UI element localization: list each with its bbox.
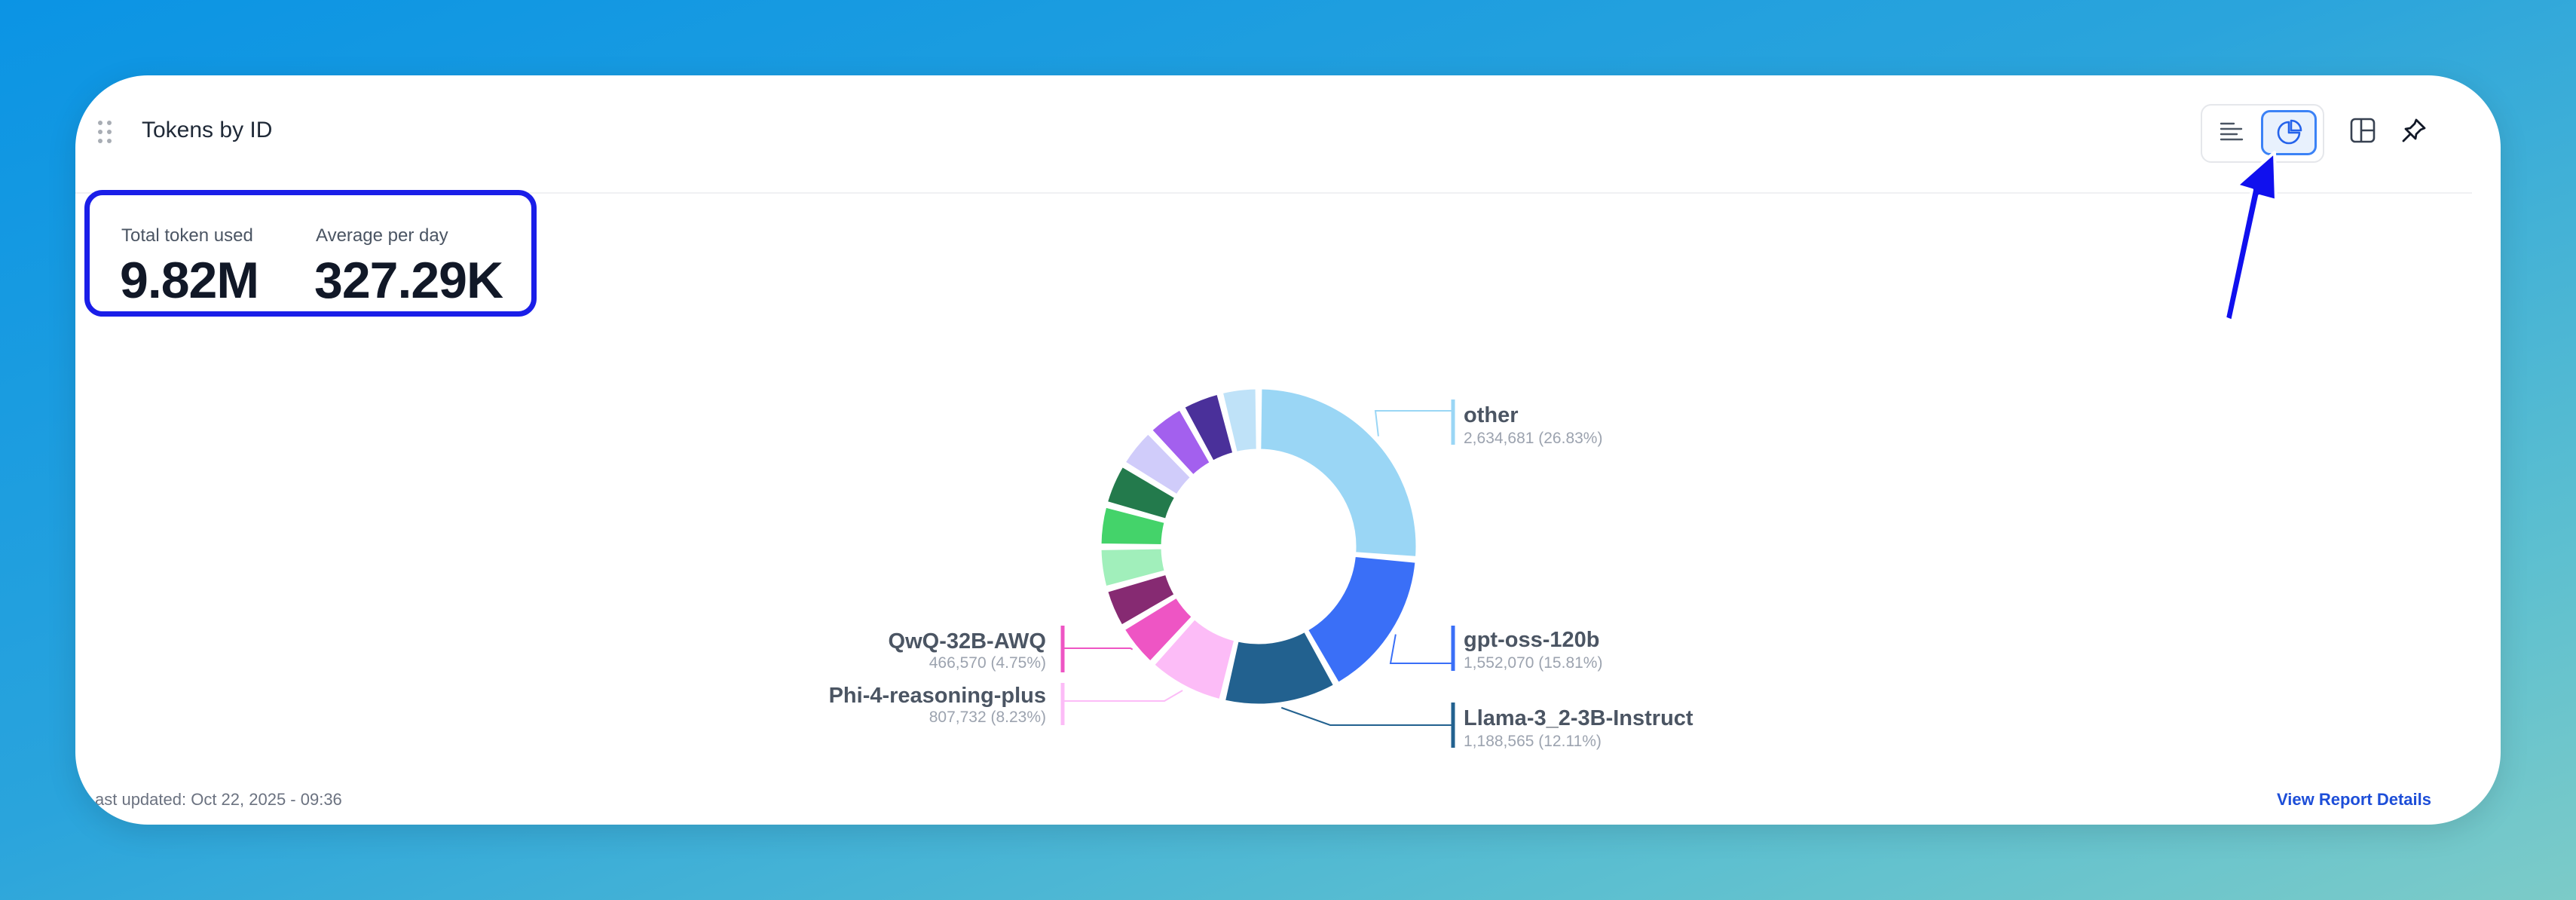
donut-slice-unlabeled-7[interactable] bbox=[1099, 505, 1167, 546]
donut-chart: other 2,634,681 (26.83%) gpt-oss-120b 1,552… bbox=[829, 387, 1693, 750]
callout-line bbox=[1374, 410, 1453, 436]
donut-slice-unlabeled-11[interactable] bbox=[1182, 392, 1235, 463]
callout-line bbox=[1389, 634, 1453, 664]
widget-header: Tokens by ID bbox=[75, 75, 2501, 193]
slice-value-label: 2,634,681 (26.83%) bbox=[1464, 430, 1602, 447]
header-divider bbox=[75, 192, 2472, 194]
layout-button[interactable] bbox=[2344, 112, 2382, 149]
slice-label: gpt-oss-120b bbox=[1464, 628, 1599, 652]
donut-slice-unlabeled-8[interactable] bbox=[1105, 464, 1177, 521]
slice-value-label: 1,188,565 (12.11%) bbox=[1464, 733, 1602, 750]
total-tokens-value: 9.82M bbox=[120, 252, 259, 309]
view-report-link[interactable]: View Report Details bbox=[2277, 790, 2431, 809]
donut-slice-unlabeled-10[interactable] bbox=[1150, 408, 1212, 477]
annotation-arrow bbox=[2223, 151, 2278, 323]
stats-box: Total token used 9.82M Average per day 3… bbox=[84, 190, 537, 317]
slice-value-label: 1,552,070 (15.81%) bbox=[1464, 654, 1602, 672]
view-toggle bbox=[2201, 104, 2324, 163]
average-per-day-label: Average per day bbox=[316, 225, 448, 246]
callout-line bbox=[1280, 706, 1453, 726]
slice-label: other bbox=[1464, 403, 1519, 427]
total-tokens-label: Total token used bbox=[121, 225, 253, 246]
pie-view-button[interactable] bbox=[2261, 110, 2317, 155]
pin-icon bbox=[2402, 118, 2426, 142]
slice-label: Phi-4-reasoning-plus bbox=[829, 684, 1046, 708]
layout-panel-icon bbox=[2350, 118, 2376, 143]
widget-title: Tokens by ID bbox=[142, 118, 273, 142]
slice-label: Llama-3_2-3B-Instruct bbox=[1464, 706, 1693, 730]
donut-slice-unlabeled-6[interactable] bbox=[1099, 546, 1167, 589]
callout-line bbox=[1063, 690, 1183, 702]
donut-slice-gpt-oss-120b[interactable] bbox=[1305, 554, 1418, 684]
last-updated-text: ast updated: Oct 22, 2025 - 09:36 bbox=[95, 790, 342, 809]
slice-label: QwQ-32B-AWQ bbox=[889, 629, 1046, 654]
list-view-icon bbox=[2220, 122, 2244, 141]
donut-slice-other[interactable] bbox=[1259, 387, 1418, 559]
pie-chart-icon bbox=[2277, 119, 2302, 145]
slice-value-label: 466,570 (4.75%) bbox=[929, 654, 1046, 672]
donut-slice-phi-4-reasoning-plus[interactable] bbox=[1152, 617, 1237, 702]
pin-button[interactable] bbox=[2395, 112, 2433, 149]
drag-handle-icon[interactable] bbox=[98, 121, 113, 143]
average-per-day-value: 327.29K bbox=[314, 252, 503, 309]
donut-slice-unlabeled-9[interactable] bbox=[1123, 432, 1193, 497]
donut-slice-llama-3-2-3b-instruct[interactable] bbox=[1222, 629, 1336, 706]
callout-line bbox=[1063, 647, 1134, 651]
donut-slice-unlabeled-5[interactable] bbox=[1106, 572, 1176, 627]
donut-slice-unlabeled-12[interactable] bbox=[1220, 387, 1259, 454]
tokens-widget-card: Tokens by ID bbox=[75, 75, 2501, 825]
donut-slice-qwq-32b-awq[interactable] bbox=[1122, 595, 1194, 663]
slice-value-label: 807,732 (8.23%) bbox=[929, 709, 1046, 726]
list-view-button[interactable] bbox=[2204, 110, 2259, 155]
